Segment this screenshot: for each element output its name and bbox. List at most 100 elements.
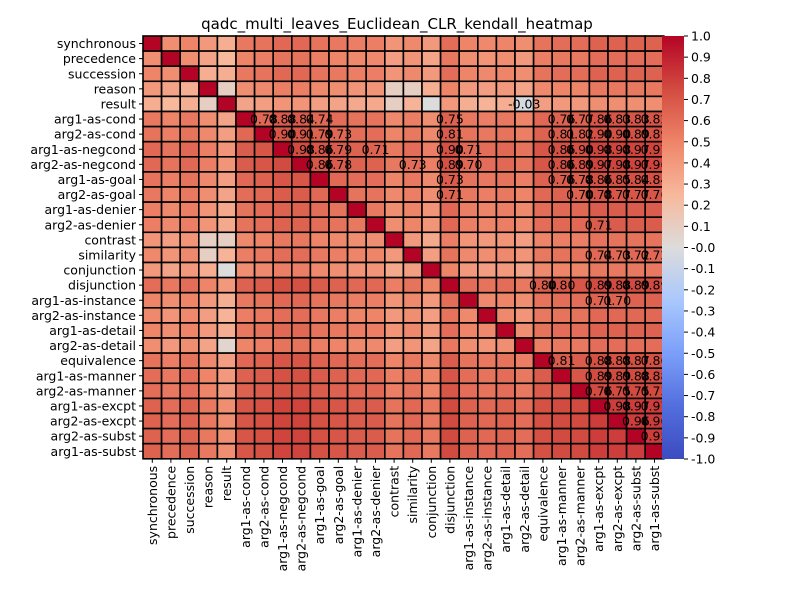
cell-annotation: 0.88 [641,368,669,383]
heatmap-cell [160,171,182,188]
heatmap-cell [160,186,182,203]
heatmap-cell [179,352,200,370]
heatmap-cell [402,442,423,460]
heatmap-cell [290,261,312,279]
heatmap-cell [272,442,293,460]
heatmap-cell [551,246,572,264]
x-tick-label: arg1-as-cond [238,466,253,548]
heatmap-cell [607,50,628,67]
heatmap-cell [607,65,628,83]
cell-annotation: 0.97 [622,157,650,172]
x-tick-label: arg2-as-instance [480,466,495,571]
cell-annotation: 0.95 [641,429,669,444]
heatmap-cell [476,110,498,128]
heatmap-cell [532,397,553,415]
heatmap-cell [216,261,237,279]
heatmap-cell [532,322,553,339]
heatmap-cell [290,427,312,445]
heatmap-cell [365,442,386,460]
heatmap-cell [607,306,628,324]
colorbar-tick-label: 0.7 [691,92,711,107]
heatmap-cell [160,442,182,460]
heatmap-cell [421,95,442,113]
heatmap-cell [216,246,237,264]
heatmap-cell [476,246,498,264]
heatmap-cell [309,216,330,234]
heatmap-cell [402,322,423,339]
heatmap-cell [272,95,293,113]
cell-annotation: 0.89 [585,368,613,383]
heatmap-cell [198,246,219,264]
y-tick-label: succession [68,66,136,81]
heatmap-cell [253,50,275,67]
heatmap-cell [532,231,553,249]
heatmap-cell [272,261,293,279]
heatmap-cell [439,337,461,354]
cell-annotation: 0.73 [641,383,669,398]
cell-annotation: 0.89 [641,127,669,142]
heatmap-cell [160,291,182,309]
cell-annotation: 0.79 [306,127,334,142]
heatmap-cell [253,412,275,430]
heatmap-cell [383,216,405,234]
heatmap-cell [309,261,330,279]
heatmap-cell [235,367,256,385]
heatmap-cell [235,442,256,460]
heatmap-cell [458,367,479,385]
heatmap-cell [514,35,535,52]
x-tick-label: arg1-as-denier [349,465,364,557]
heatmap-cell [346,337,368,354]
heatmap-cell [309,397,330,415]
heatmap-cell [532,412,553,430]
cell-annotation: 0.78 [585,187,613,202]
heatmap-cell [551,95,572,113]
cell-annotation: 0.77 [603,187,631,202]
heatmap-cell [272,80,293,98]
heatmap-cell [402,216,423,234]
heatmap-cell [402,231,423,249]
colorbar-tick-label: 0.8 [691,71,711,86]
x-tick-label: arg2-as-excpt [610,466,625,552]
heatmap-cell [235,80,256,98]
heatmap-cell [179,322,200,339]
heatmap-cell [439,382,461,400]
heatmap-cell [309,80,330,98]
heatmap-cell [235,337,256,354]
heatmap-cell [309,322,330,339]
cell-annotation: 0.96 [641,157,669,172]
y-tick-label: arg2-as-denier [44,217,136,232]
heatmap-cell [551,397,572,415]
heatmap-cell [607,261,628,279]
cell-annotation: 0.75 [603,383,631,398]
heatmap-cell [328,412,349,430]
heatmap-cell [142,35,163,52]
heatmap-cell [346,171,368,188]
heatmap-cell [142,382,163,400]
heatmap-cell [402,95,423,113]
heatmap-cell [495,427,516,445]
heatmap-cell [588,35,609,52]
heatmap-cell [458,276,479,294]
heatmap-cell [142,367,163,385]
y-tick-label: arg2-as-goal [58,187,136,202]
y-tick-label: arg2-as-instance [31,308,136,323]
heatmap-cell [272,156,293,173]
heatmap-cell [476,50,498,67]
heatmap-cell [309,306,330,324]
heatmap-cell [142,65,163,83]
heatmap-cell [253,367,275,385]
heatmap-cell [569,80,591,98]
heatmap-cell [328,261,349,279]
heatmap-cell [402,186,423,203]
heatmap-cell [588,50,609,67]
heatmap-cell [458,322,479,339]
heatmap-cell [198,276,219,294]
cell-annotation: 0.81 [548,127,576,142]
cell-annotation: 0.97 [585,157,613,172]
y-tick-label: precedence [63,51,136,66]
heatmap-cell [383,95,405,113]
heatmap-cell [309,186,330,203]
heatmap-cell [421,427,442,445]
cell-annotation: 0.89 [603,368,631,383]
heatmap-cell [495,216,516,234]
